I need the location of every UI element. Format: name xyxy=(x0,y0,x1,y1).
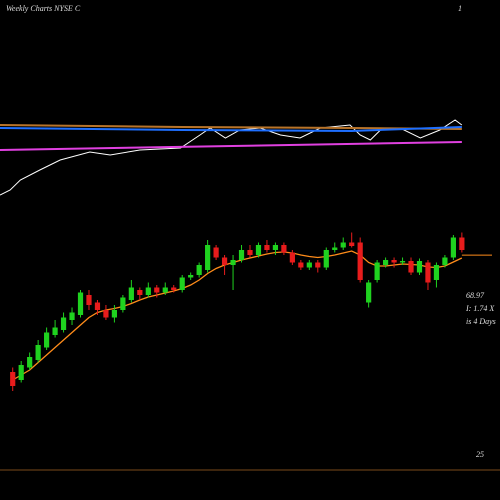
candle-body xyxy=(27,357,33,368)
candle-body xyxy=(205,245,211,270)
indicator-line xyxy=(0,126,462,133)
candle-body xyxy=(69,312,75,320)
candle-body xyxy=(171,287,177,290)
candle-body xyxy=(340,242,346,248)
candle-body xyxy=(425,262,431,283)
candle-body xyxy=(382,260,389,265)
candle-body xyxy=(442,257,448,265)
last-price-label: 68.97 xyxy=(466,291,485,300)
candle-body xyxy=(399,261,406,263)
candle-body xyxy=(10,372,16,386)
candle-body xyxy=(281,245,287,253)
candle-body xyxy=(44,332,50,348)
candle-body xyxy=(221,257,228,265)
top-label: 1 xyxy=(458,4,462,13)
candle-body xyxy=(255,245,262,255)
candle-body xyxy=(323,250,329,268)
candle-body xyxy=(94,302,101,310)
candle-body xyxy=(247,250,253,255)
candle-body xyxy=(60,317,67,330)
candle-body xyxy=(196,265,202,275)
candle-body xyxy=(315,262,321,268)
candle-body xyxy=(213,247,219,258)
candle-body xyxy=(416,261,423,273)
bottom-label: 25 xyxy=(476,450,484,459)
candle-body xyxy=(433,265,440,280)
candle-body xyxy=(357,242,363,280)
annotation: I: 1.74 X xyxy=(465,304,495,313)
candle-body xyxy=(272,245,279,250)
moving-average xyxy=(12,250,463,381)
candle-body xyxy=(120,297,126,310)
candle-body xyxy=(77,292,84,315)
candle-body xyxy=(459,237,465,250)
candle-body xyxy=(391,260,397,263)
candle-body xyxy=(374,262,380,280)
candle-body xyxy=(137,290,143,295)
candle-body xyxy=(349,242,355,246)
candle-body xyxy=(289,252,295,263)
candle-body xyxy=(264,245,270,250)
indicator-line xyxy=(0,141,462,151)
candle-body xyxy=(332,247,338,250)
chart-title: Weekly Charts NYSE C xyxy=(6,4,81,13)
candle-body xyxy=(230,260,236,265)
candle-body xyxy=(18,365,24,380)
candle-body xyxy=(35,345,41,360)
candle-body xyxy=(450,237,456,258)
candle-body xyxy=(298,262,304,268)
candle-body xyxy=(408,261,414,273)
candle-body xyxy=(179,277,185,290)
candle-body xyxy=(145,287,151,295)
candle-body xyxy=(128,287,134,300)
candle-body xyxy=(238,250,245,260)
candle-body xyxy=(103,310,109,318)
candle-body xyxy=(162,287,168,293)
candle-body xyxy=(188,275,194,278)
candle-body xyxy=(154,287,160,293)
candle-body xyxy=(111,310,118,318)
candle-body xyxy=(366,282,372,303)
annotation: is 4 Days xyxy=(466,317,496,326)
candle-body xyxy=(52,327,58,335)
candle-body xyxy=(86,295,92,305)
candle-body xyxy=(306,262,312,268)
